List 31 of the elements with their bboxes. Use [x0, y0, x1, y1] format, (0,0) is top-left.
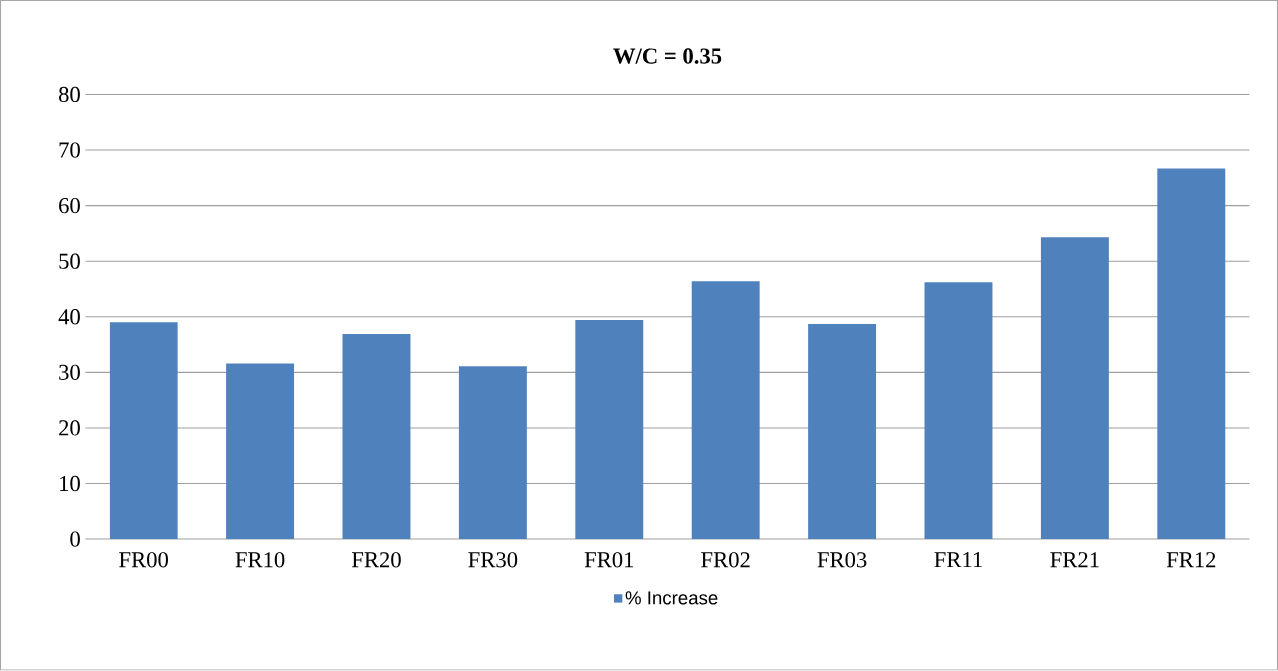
y-tick-label: 10: [60, 476, 80, 492]
bar: [691, 281, 760, 540]
y-tick-label: 40: [58, 309, 80, 325]
bar: [1040, 237, 1109, 540]
bar: [808, 324, 877, 540]
y-tick-label: 0: [70, 531, 80, 547]
x-tick-label: FR10: [235, 552, 285, 568]
bar: [575, 320, 644, 540]
y-tick-label: 50: [59, 253, 80, 270]
x-tick-label: FR03: [817, 552, 867, 568]
x-tick-label: FR01: [584, 552, 634, 568]
bar: [1157, 168, 1226, 540]
bar: [342, 334, 411, 540]
bar: [226, 363, 295, 540]
bar: [458, 366, 527, 540]
bar: [109, 322, 178, 540]
y-tick-label: 60: [59, 198, 80, 214]
y-tick-label: 30: [59, 364, 80, 381]
x-tick-label: FR02: [701, 552, 750, 568]
chart-title: W/C = 0.35: [613, 48, 722, 65]
y-tick-label: 20: [59, 420, 80, 436]
legend-label: % Increase: [625, 591, 718, 605]
x-tick-label: FR11: [934, 552, 982, 568]
x-tick-label: FR30: [468, 552, 518, 568]
y-tick-label: 70: [59, 142, 80, 158]
x-tick-label: FR21: [1050, 552, 1099, 568]
y-tick-label: 80: [58, 87, 80, 103]
x-tick-label: FR00: [119, 552, 168, 568]
x-tick-label: FR12: [1166, 552, 1216, 568]
bar: [924, 282, 993, 540]
x-tick-label: FR20: [351, 552, 401, 568]
